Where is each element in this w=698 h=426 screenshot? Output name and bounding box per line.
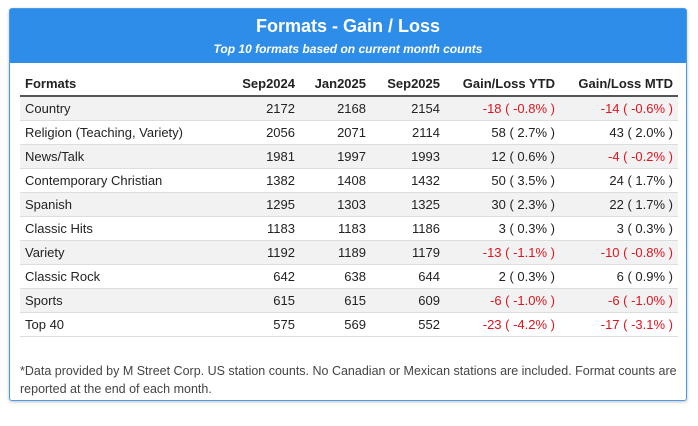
table-cell: 1382 — [225, 168, 300, 193]
table-cell: Country — [20, 96, 225, 121]
table-cell: 2 ( 0.3% ) — [445, 264, 560, 289]
table-cell: 615 — [300, 288, 371, 313]
table-cell: 609 — [371, 288, 445, 313]
table-cell: News/Talk — [20, 144, 225, 169]
table-cell: 1186 — [371, 216, 445, 241]
table-cell: 24 ( 1.7% ) — [560, 168, 678, 193]
column-header: Formats — [20, 72, 225, 97]
table-cell: 1295 — [225, 192, 300, 217]
table-cell: 3 ( 0.3% ) — [445, 216, 560, 241]
formats-table: Formats Sep2024 Jan2025 Sep2025 Gain/Loss YT… — [20, 72, 678, 337]
table-cell: 638 — [300, 264, 371, 289]
table-cell: 1189 — [300, 240, 371, 265]
table-cell: 1993 — [371, 144, 445, 169]
table-cell: 43 ( 2.0% ) — [560, 120, 678, 145]
header-row: Formats Sep2024 Jan2025 Sep2025 Gain/Loss YT… — [20, 72, 678, 97]
table-cell: -13 ( -1.1% ) — [445, 240, 560, 265]
table-cell: 2154 — [371, 96, 445, 121]
table-body: Country 2172 2168 2154 -18 ( -0.8% ) -14 ( -0… — [20, 96, 678, 337]
table-cell: 2114 — [371, 120, 445, 145]
table-cell: -17 ( -3.1% ) — [560, 312, 678, 337]
table-cell: 2168 — [300, 96, 371, 121]
table-cell: Contemporary Christian — [20, 168, 225, 193]
table-cell: Variety — [20, 240, 225, 265]
table-cell: 50 ( 3.5% ) — [445, 168, 560, 193]
title: Formats - Gain / Loss — [255, 16, 441, 36]
table-row: Spanish 1295 1303 1325 30 ( 2.3% ) 22 ( 1.7% … — [20, 192, 678, 217]
table-cell: Classic Hits — [20, 216, 225, 241]
table-cell: 1183 — [300, 216, 371, 241]
table-cell: 6 ( 0.9% ) — [560, 264, 678, 289]
table-row: Contemporary Christian 1382 1408 1432 50 ( 3… — [20, 168, 678, 193]
table-cell: Religion (Teaching, Variety) — [20, 120, 225, 145]
table-cell: 1981 — [225, 144, 300, 169]
subtitle: Top 10 formats based on current month co… — [213, 42, 483, 56]
table-row: Country 2172 2168 2154 -18 ( -0.8% ) -14 ( -0… — [20, 96, 678, 121]
table-cell: Spanish — [20, 192, 225, 217]
table-row: Sports 615 615 609 -6 ( -1.0% ) -6 ( -1.0% ) — [20, 288, 678, 313]
table-cell: 12 ( 0.6% ) — [445, 144, 560, 169]
column-header: Sep2024 — [225, 72, 300, 97]
table-row: News/Talk 1981 1997 1993 12 ( 0.6% ) -4 ( -0.… — [20, 144, 678, 169]
table-cell: 2172 — [225, 96, 300, 121]
table-cell: -23 ( -4.2% ) — [445, 312, 560, 337]
table-cell: 644 — [371, 264, 445, 289]
table-cell: -14 ( -0.6% ) — [560, 96, 678, 121]
table-cell: 1179 — [371, 240, 445, 265]
column-header: Gain/Loss MTD — [560, 72, 678, 97]
table-row: Classic Hits 1183 1183 1186 3 ( 0.3% ) 3 ( 0.… — [20, 216, 678, 241]
table-cell: 2071 — [300, 120, 371, 145]
table-cell: -6 ( -1.0% ) — [560, 288, 678, 313]
table-cell: 22 ( 1.7% ) — [560, 192, 678, 217]
table-cell: Sports — [20, 288, 225, 313]
column-header: Sep2025 — [371, 72, 445, 97]
table-cell: 615 — [225, 288, 300, 313]
table-cell: -18 ( -0.8% ) — [445, 96, 560, 121]
table-cell: 1408 — [300, 168, 371, 193]
table-cell: 1183 — [225, 216, 300, 241]
table-cell: 1192 — [225, 240, 300, 265]
table-cell: Top 40 — [20, 312, 225, 337]
table-row: Religion (Teaching, Variety) 2056 2071 2114… — [20, 120, 678, 145]
table-cell: 58 ( 2.7% ) — [445, 120, 560, 145]
table-cell: 3 ( 0.3% ) — [560, 216, 678, 241]
table-row: Top 40 575 569 552 -23 ( -4.2% ) -17 ( -3.1% … — [20, 312, 678, 337]
card: Formats - Gain / Loss Top 10 formats bas… — [9, 8, 687, 401]
table-cell: 1997 — [300, 144, 371, 169]
table-cell: 30 ( 2.3% ) — [445, 192, 560, 217]
table-cell: 1303 — [300, 192, 371, 217]
table-cell: 575 — [225, 312, 300, 337]
table-cell: 1432 — [371, 168, 445, 193]
table-cell: 642 — [225, 264, 300, 289]
table-cell: -6 ( -1.0% ) — [445, 288, 560, 313]
column-header: Gain/Loss YTD — [445, 72, 560, 97]
table-cell: 1325 — [371, 192, 445, 217]
table-row: Classic Rock 642 638 644 2 ( 0.3% ) 6 ( 0.9% … — [20, 264, 678, 289]
header: Formats - Gain / Loss Top 10 formats bas… — [10, 9, 686, 63]
column-header: Jan2025 — [300, 72, 371, 97]
table-cell: 2056 — [225, 120, 300, 145]
table-cell: 552 — [371, 312, 445, 337]
table-cell: -10 ( -0.8% ) — [560, 240, 678, 265]
table-cell: Classic Rock — [20, 264, 225, 289]
table-cell: -4 ( -0.2% ) — [560, 144, 678, 169]
table-row: Variety 1192 1189 1179 -13 ( -1.1% ) -10 ( -0… — [20, 240, 678, 265]
footnote: *Data provided by M Street Corp. US stat… — [20, 364, 677, 396]
table-cell: 569 — [300, 312, 371, 337]
